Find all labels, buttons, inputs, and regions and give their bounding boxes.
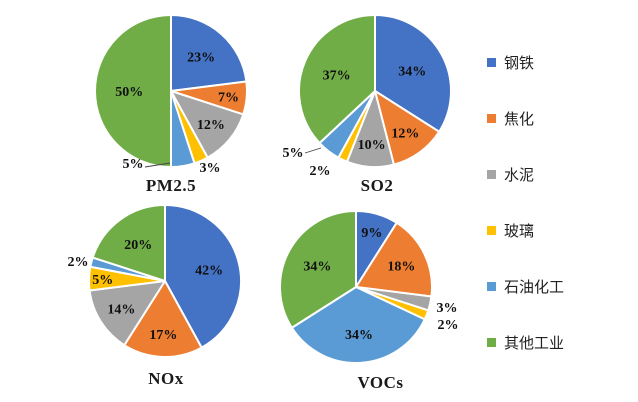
pie-slice-vocs-other-industry [279,210,357,329]
pie-label-vocs-glass: 2% [438,318,459,333]
pie-label-vocs-other-industry: 34% [303,260,331,275]
legend-label-glass: 玻璃 [504,223,535,240]
pie-label-vocs-steel: 9% [361,226,382,241]
legend-swatch-other-industry [487,337,496,347]
legend-item-steel: 钢铁 [487,53,564,72]
pie-slice-nox-coking [123,280,203,358]
pie-label-vocs-cement: 3% [437,301,458,316]
pie-slice-so2-other-industry [298,14,376,145]
pie-slice-pm25-steel [170,14,248,92]
legend-label-coking: 焦化 [504,111,535,128]
pie-label-so2-coking: 12% [391,127,419,142]
pie-label-nox-coking: 17% [149,328,177,343]
chart-nox: 42% 17% 14% 5% 2% 20% NOx [45,196,287,389]
legend-label-other-industry: 其他工业 [504,335,565,352]
legend-swatch-cement [487,169,496,179]
pie-label-pm25-petrochemical: 5% [123,157,144,172]
pie-label-nox-steel: 42% [195,264,223,279]
pie-slice-pm25-other-industry [94,14,172,168]
legend-item-other-industry: 其他工业 [487,333,565,352]
chart-title-so2: SO2 [360,176,394,195]
chart-so2: 34% 12% 10% 2% 5% 37% SO2 [272,3,482,196]
pie-label-vocs-petrochemical: 34% [345,328,373,343]
pie-pm25: 23% 7% 12% 3% 5% 50% [94,14,248,176]
pie-vocs: 9% 18% 3% 2% 34% 34% [279,210,459,364]
legend-label-petrochemical: 石油化工 [504,279,565,296]
pie-slice-nox-other-industry [91,204,166,282]
pie-label-so2-other-industry: 37% [323,68,351,83]
legend-item-petrochemical: 石油化工 [487,277,565,296]
legend-item-coking: 焦化 [487,109,564,128]
legend-item-glass: 玻璃 [487,221,564,240]
pie-label-pm25-glass: 3% [200,161,221,176]
pie-label-nox-petrochemical: 2% [68,255,89,270]
legend-swatch-coking [487,113,496,123]
pie-label-nox-cement: 14% [107,303,135,318]
legend-swatch-petrochemical [487,281,496,291]
chart-vocs: 9% 18% 3% 2% 34% 34% VOCs [268,200,493,393]
chart-title-nox: NOx [148,369,184,388]
legend-swatch-glass [487,225,496,235]
pie-label-pm25-other-industry: 50% [115,85,143,100]
legend: 钢铁 焦化 水泥 玻璃 石油化工 其他工业 [487,53,564,389]
pie-slice-nox-cement [88,280,166,347]
pie-label-so2-steel: 34% [398,64,426,79]
pie-so2: 34% 12% 10% 2% 5% 37% [283,14,452,179]
pie-slice-vocs-petrochemical [290,286,426,364]
legend-label-steel: 钢铁 [504,55,535,72]
chart-pm25: 23% 7% 12% 3% 5% 50% PM2.5 [50,3,292,196]
pie-label-so2-petrochemical: 5% [283,146,304,161]
pie-slice-nox-steel [164,204,242,349]
chart-title-pm25: PM2.5 [145,176,197,195]
pie-label-pm25-steel: 23% [187,51,215,66]
legend-label-cement: 水泥 [504,167,535,184]
pie-nox: 42% 17% 14% 5%2% 20% [68,204,242,358]
chart-title-vocs: VOCs [357,373,404,392]
pie-label-so2-glass: 2% [310,164,331,179]
label-leader-line [304,147,322,154]
pie-slice-vocs-coking [355,221,433,298]
label-leader-line [144,162,171,168]
legend-item-cement: 水泥 [487,165,564,184]
legend-swatch-steel [487,57,496,67]
pie-label-vocs-coking: 18% [387,260,415,275]
pie-label-nox-other-industry: 20% [124,238,152,253]
pie-label-so2-cement: 10% [358,138,386,153]
pie-label-pm25-cement: 12% [197,118,225,133]
pie-label-pm25-coking: 7% [218,90,239,105]
pie-label-nox-glass: 5% [92,273,113,288]
